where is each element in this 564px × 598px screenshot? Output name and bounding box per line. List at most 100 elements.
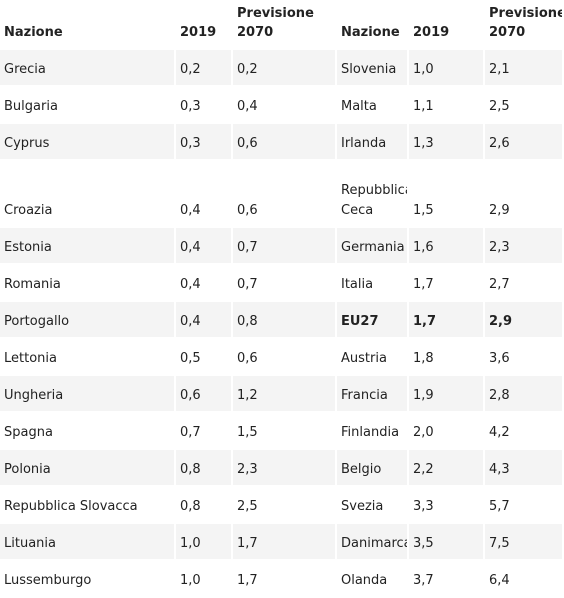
country-cell-text: Portogallo [4,314,70,329]
value-2019-cell: 0,4 [175,227,233,265]
value-2070-cell-text: 2,9 [489,314,513,329]
value-2070-cell-text: 0,2 [237,62,258,77]
value-2019-cell: 0,5 [175,338,233,376]
country-cell: Francia [336,375,409,413]
value-2019-cell-text: 0,6 [180,388,201,403]
value-2019-cell-text: 3,5 [413,536,434,551]
country-cell-text: Danimarca [341,536,408,551]
country-cell-text: Malta [341,99,377,114]
value-2019-cell-text: 1,9 [413,388,434,403]
value-2019-cell: 3,3 [408,486,485,524]
header-row: Nazione 2019 Previsione 2070 Nazione 2019… [0,0,564,50]
value-2019-cell-text: 0,3 [180,136,201,151]
country-cell: Spagna [0,412,176,450]
value-2019-cell-text: 1,0 [180,536,201,551]
value-2019-cell: 3,5 [408,523,485,561]
country-cell-text: Lituania [4,536,56,551]
value-2070-cell: 0,7 [232,227,337,265]
country-cell-text: Bulgaria [4,99,58,114]
value-2019-cell: 0,4 [175,264,233,302]
country-cell: Repubblica Ceca [336,160,409,228]
header-previsione-right-line2: 2070 [489,25,526,40]
value-2070-cell: 0,8 [232,301,337,339]
country-cell-text: Italia [341,277,374,292]
country-cell-text: Lettonia [4,351,57,366]
value-2070-cell: 0,7 [232,264,337,302]
country-cell-text: Cyprus [4,136,50,151]
value-2070-cell: 4,3 [484,449,564,487]
table-row: Lussemburgo 1,0 1,7 Olanda 3,7 6,4 [0,560,564,598]
value-2019-cell: 2,2 [408,449,485,487]
value-2019-cell: 0,8 [175,449,233,487]
value-2019-cell-text: 1,8 [413,351,434,366]
country-cell: Portogallo [0,301,176,339]
country-cell-text: Repubblica Ceca [341,183,408,218]
value-2019-cell-text: 0,8 [180,462,201,477]
value-2019-cell-text: 2,2 [413,462,434,477]
value-2019-cell: 0,4 [175,301,233,339]
value-2070-cell-text: 6,4 [489,573,510,588]
value-2070-cell-text: 2,9 [489,203,510,218]
value-2070-cell-text: 0,7 [237,277,258,292]
value-2070-cell-text: 0,8 [237,314,258,329]
value-2070-cell: 5,7 [484,486,564,524]
value-2019-cell: 1,0 [175,560,233,598]
value-2070-cell-text: 2,8 [489,388,510,403]
value-2019-cell: 1,9 [408,375,485,413]
value-2019-cell-text: 0,4 [180,203,201,218]
value-2070-cell-text: 2,3 [237,462,258,477]
country-cell-text: EU27 [341,314,379,329]
value-2019-cell: 1,0 [408,49,485,87]
country-cell: Lussemburgo [0,560,176,598]
country-cell: Cyprus [0,123,176,161]
country-cell: Lettonia [0,338,176,376]
country-cell: Olanda [336,560,409,598]
country-cell-text: Germania [341,240,405,255]
value-2019-cell: 0,3 [175,86,233,124]
value-2019-cell-text: 1,0 [413,62,434,77]
header-previsione-right: Previsione 2070 [484,0,564,50]
value-2070-cell-text: 2,3 [489,240,510,255]
value-2070-cell: 3,6 [484,338,564,376]
country-cell-text: Slovenia [341,62,397,77]
header-nazione-right: Nazione [336,0,409,50]
value-2070-cell-text: 3,6 [489,351,510,366]
value-2019-cell: 0,4 [175,160,233,228]
value-2070-cell-text: 0,6 [237,136,258,151]
value-2070-cell: 1,7 [232,523,337,561]
value-2070-cell: 0,2 [232,49,337,87]
country-cell: Repubblica Slovacca [0,486,176,524]
value-2019-cell-text: 1,6 [413,240,434,255]
value-2019-cell-text: 1,0 [180,573,201,588]
value-2070-cell: 2,8 [484,375,564,413]
value-2070-cell: 2,1 [484,49,564,87]
country-cell: Irlanda [336,123,409,161]
value-2019-cell-text: 2,0 [413,425,434,440]
value-2019-cell: 0,6 [175,375,233,413]
value-2070-cell: 2,5 [232,486,337,524]
value-2070-cell-text: 1,7 [237,573,258,588]
value-2070-cell: 6,4 [484,560,564,598]
country-cell: Estonia [0,227,176,265]
table-row: Portogallo 0,4 0,8 EU27 1,7 2,9 [0,301,564,339]
value-2019-cell-text: 0,5 [180,351,201,366]
table-row: Lituania 1,0 1,7 Danimarca 3,5 7,5 [0,523,564,561]
value-2019-cell-text: 1,7 [413,314,437,329]
country-cell: Belgio [336,449,409,487]
table-row: Romania 0,4 0,7 Italia 1,7 2,7 [0,264,564,302]
value-2070-cell: 2,6 [484,123,564,161]
header-previsione-left-line2: 2070 [237,25,274,40]
value-2070-cell: 4,2 [484,412,564,450]
country-cell-text: Polonia [4,462,51,477]
country-cell-text: Lussemburgo [4,573,92,588]
value-2019-cell-text: 3,7 [413,573,434,588]
country-cell-text: Francia [341,388,388,403]
value-2070-cell-text: 1,5 [237,425,258,440]
table-row: Repubblica Slovacca 0,8 2,5 Svezia 3,3 5,7 [0,486,564,524]
country-cell-text: Olanda [341,573,388,588]
value-2019-cell-text: 0,7 [180,425,201,440]
country-cell: Slovenia [336,49,409,87]
value-2070-cell: 1,7 [232,560,337,598]
value-2070-cell: 7,5 [484,523,564,561]
header-previsione-right-line1: Previsione [489,6,563,21]
